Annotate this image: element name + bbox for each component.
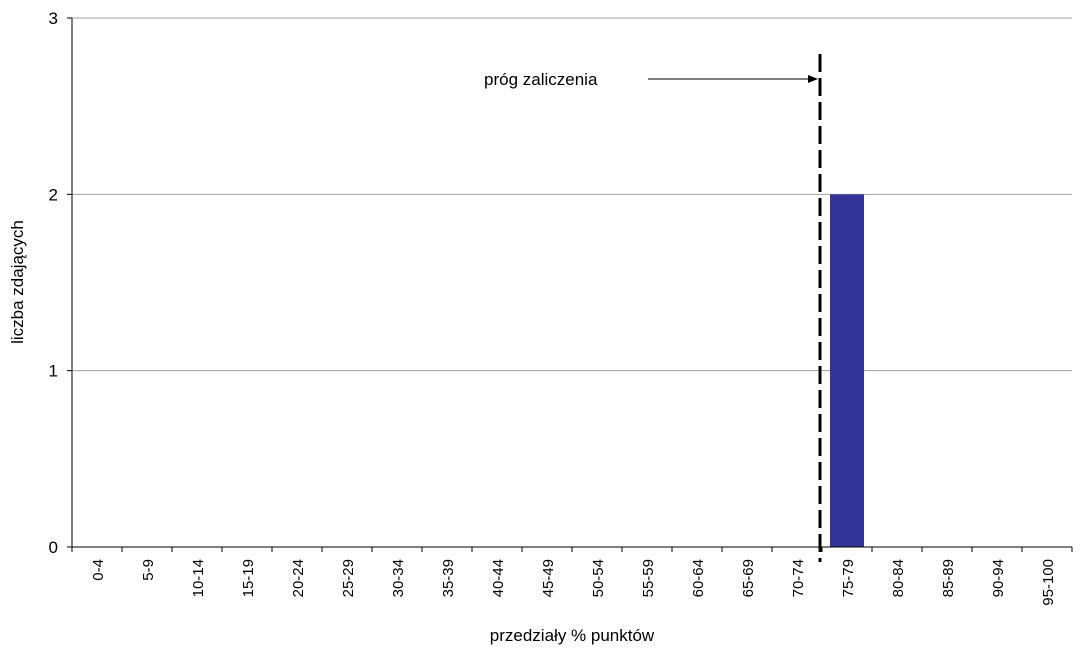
bars bbox=[830, 194, 864, 548]
threshold-marker: próg zaliczenia bbox=[484, 54, 822, 562]
x-axis-title: przedziały % punktów bbox=[490, 626, 655, 645]
x-tick-label: 10-14 bbox=[190, 559, 207, 597]
y-tick-label: 2 bbox=[49, 185, 58, 204]
x-tick-label: 35-39 bbox=[440, 559, 457, 597]
x-tick-label: 65-69 bbox=[740, 559, 757, 597]
threshold-label: próg zaliczenia bbox=[484, 70, 598, 89]
x-tick-label: 60-64 bbox=[690, 559, 707, 597]
x-tick-label: 95-100 bbox=[1040, 559, 1057, 606]
bar-75-79 bbox=[830, 194, 864, 548]
x-tick-label: 75-79 bbox=[840, 559, 857, 597]
threshold-arrowhead bbox=[808, 75, 818, 83]
y-tick-label: 1 bbox=[49, 362, 58, 381]
x-tick-label: 80-84 bbox=[890, 559, 907, 597]
grid-lines bbox=[72, 17, 1072, 372]
x-tick-label: 90-94 bbox=[990, 559, 1007, 597]
x-tick-label: 25-29 bbox=[340, 559, 357, 597]
y-axis-title: liczba zdających bbox=[8, 220, 27, 344]
axes bbox=[71, 18, 1072, 548]
x-tick-label: 40-44 bbox=[490, 559, 507, 597]
x-tick-label: 30-34 bbox=[390, 559, 407, 597]
y-tick-label: 3 bbox=[49, 9, 58, 28]
x-tick-label: 15-19 bbox=[240, 559, 257, 597]
y-tick-labels: 0 1 2 3 bbox=[49, 9, 72, 557]
x-tick-label: 70-74 bbox=[790, 559, 807, 597]
x-tick-label: 5-9 bbox=[140, 559, 157, 581]
x-tick-label: 20-24 bbox=[290, 559, 307, 597]
x-tick-label: 55-59 bbox=[640, 559, 657, 597]
y-tick-label: 0 bbox=[49, 538, 58, 557]
x-tick-label: 50-54 bbox=[590, 559, 607, 597]
x-tick-label: 45-49 bbox=[540, 559, 557, 597]
x-tick-labels: 0-4 5-9 10-14 15-19 20-24 25-29 30-34 35-39 40-4… bbox=[71, 547, 1073, 606]
x-tick-label: 0-4 bbox=[90, 559, 107, 581]
x-tick-label: 85-89 bbox=[940, 559, 957, 597]
